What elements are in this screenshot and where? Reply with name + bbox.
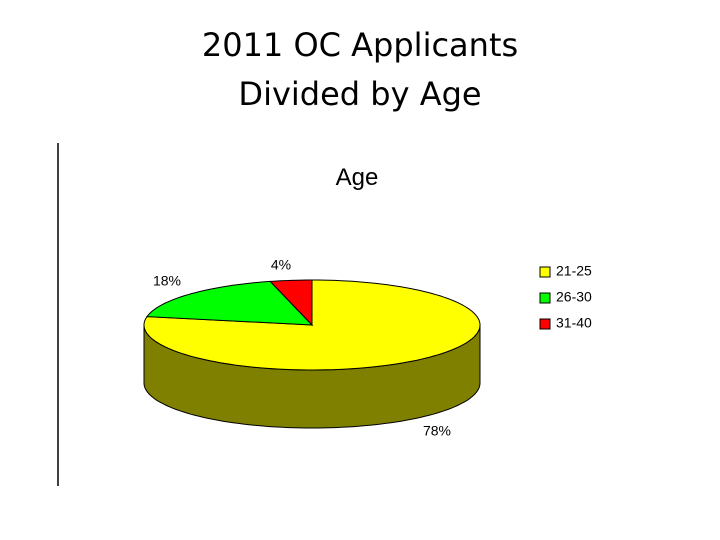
slice (269, 279, 313, 327)
slice (145, 280, 314, 326)
legend-swatch (539, 266, 551, 278)
legend-swatch (539, 292, 551, 304)
slide-title-line: Divided by Age (238, 75, 481, 113)
legend-label: 21-25 (556, 263, 592, 279)
data-label: 78% (423, 423, 451, 439)
pie: 78% 18% 4% (143, 257, 481, 439)
slide-title-line: 2011 OC Applicants (202, 26, 518, 64)
data-label: 4% (271, 257, 291, 273)
legend-label: 26-30 (556, 289, 592, 305)
data-label: 18% (153, 273, 181, 289)
legend-swatch (539, 318, 551, 330)
legend: 21-25 26-30 31-40 (539, 263, 592, 331)
chart-title: Age (336, 164, 379, 191)
legend-label: 31-40 (556, 315, 592, 331)
